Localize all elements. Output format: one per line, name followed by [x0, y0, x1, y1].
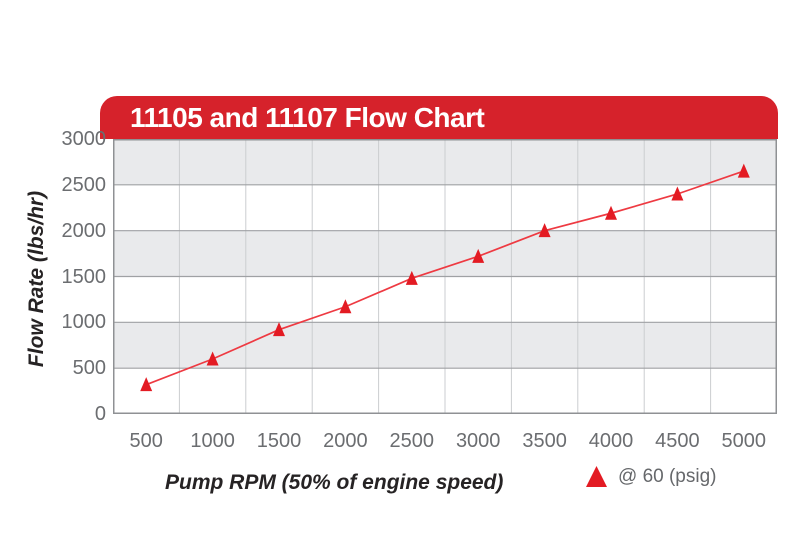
- x-tick-label: 2500: [389, 430, 435, 452]
- plot-border: [113, 139, 777, 414]
- x-tick-label: 2000: [323, 430, 368, 452]
- x-tick-label: 4000: [588, 430, 634, 452]
- data-point-marker: [206, 351, 219, 366]
- x-tick-label: 500: [129, 430, 163, 452]
- data-point-marker: [405, 270, 418, 285]
- y-tick-label: 3000: [61, 128, 107, 150]
- legend-triangle-icon: [586, 466, 607, 487]
- data-point-marker: [538, 223, 551, 238]
- x-tick-label: 3500: [522, 430, 567, 452]
- data-point-marker: [472, 248, 485, 263]
- data-point-marker: [140, 377, 153, 392]
- legend-label: @ 60 (psig): [618, 465, 717, 487]
- data-point-marker: [273, 322, 285, 337]
- y-tick-label: 0: [94, 403, 106, 425]
- y-tick-label: 1000: [61, 311, 107, 334]
- data-point-marker: [605, 205, 617, 220]
- x-tick-label: 4500: [655, 430, 700, 452]
- x-tick-label: 1000: [190, 430, 235, 452]
- x-tick-label: 5000: [721, 430, 767, 452]
- chart-title-banner: 11105 and 11107 Flow Chart: [100, 96, 778, 139]
- y-tick-label: 2000: [61, 219, 107, 242]
- data-point-marker: [737, 163, 750, 178]
- y-tick-label: 500: [72, 357, 106, 380]
- y-tick-label: 1500: [61, 265, 107, 288]
- data-line: [145, 170, 745, 386]
- data-point-marker: [339, 299, 352, 314]
- y-tick-label: 2500: [61, 173, 107, 196]
- plot-area: [113, 139, 777, 414]
- x-tick-label: 3000: [455, 430, 501, 452]
- data-point-marker: [671, 186, 684, 201]
- chart-title: 11105 and 11107 Flow Chart: [130, 101, 485, 133]
- legend: @ 60 (psig): [585, 465, 717, 488]
- x-axis-title: Pump RPM (50% of engine speed): [165, 471, 504, 494]
- x-tick-label: 1500: [256, 430, 302, 452]
